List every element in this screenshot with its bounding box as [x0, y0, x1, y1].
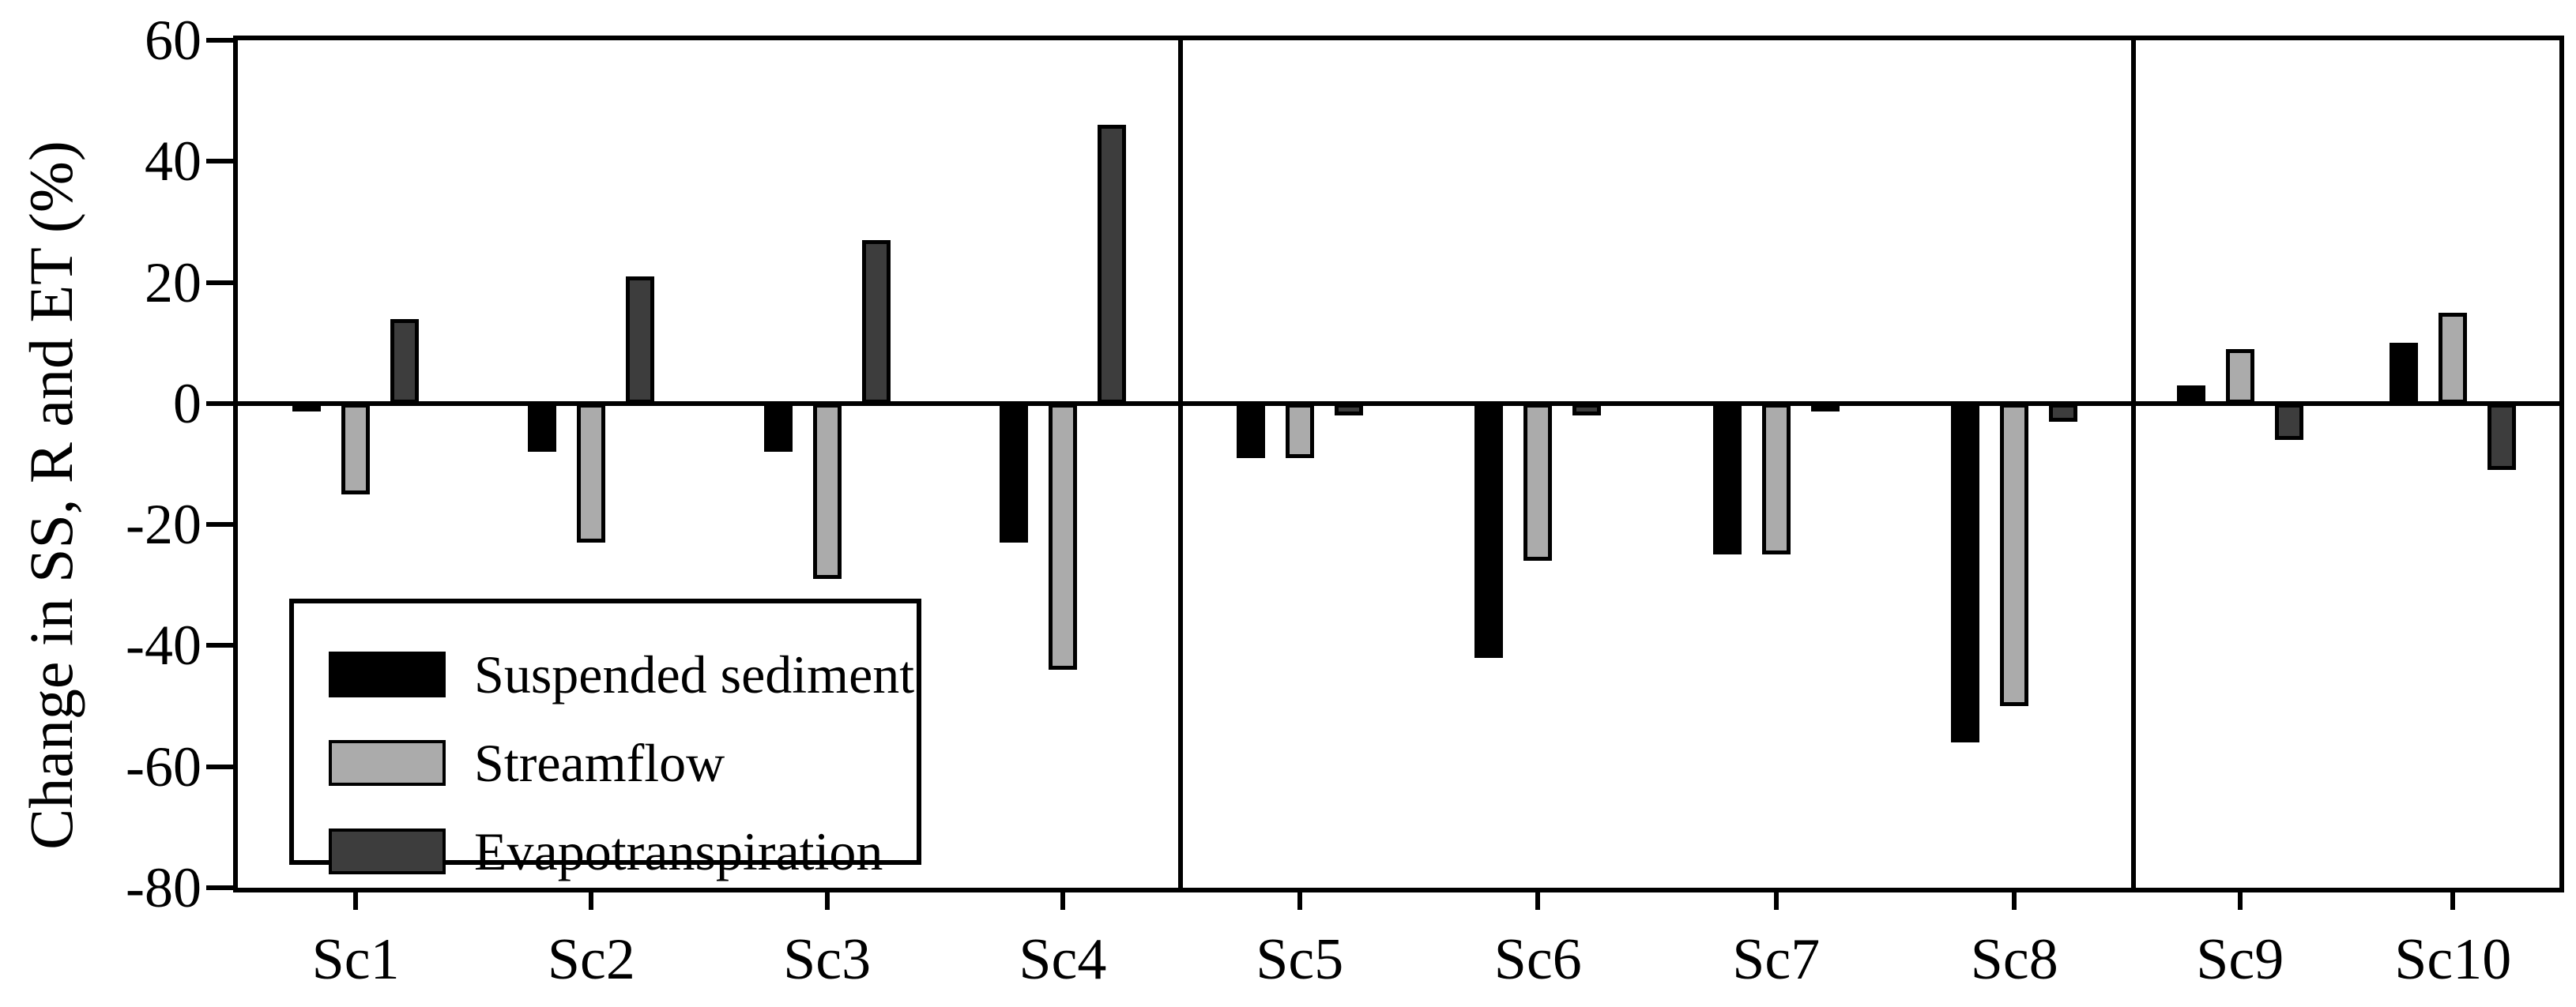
x-tick-sc2 — [589, 892, 594, 910]
y-tick--80 — [206, 885, 233, 890]
legend-swatch-evapotranspiration — [329, 829, 446, 874]
bar-sc7-evapotranspiration — [1810, 403, 1840, 411]
bar-sc7-streamflow — [1761, 403, 1791, 555]
bar-sc5-evapotranspiration — [1334, 403, 1363, 416]
legend-item-suspended-sediment: Suspended sediment — [329, 648, 917, 701]
x-tick-label-sc7: Sc7 — [1732, 927, 1821, 992]
bar-sc7-suspended-sediment — [1712, 403, 1742, 555]
bar-sc5-streamflow — [1285, 403, 1314, 458]
legend-label-evapotranspiration: Evapotranspiration — [474, 821, 883, 881]
x-tick-sc9 — [2237, 892, 2243, 910]
y-tick-label-20: 20 — [145, 250, 201, 314]
bar-sc1-evapotranspiration — [390, 318, 420, 404]
x-tick-label-sc4: Sc4 — [1019, 927, 1107, 992]
bar-sc3-streamflow — [812, 403, 842, 580]
y-tick-label--60: -60 — [126, 735, 201, 798]
bar-sc2-streamflow — [577, 403, 606, 543]
y-tick-40 — [206, 159, 233, 164]
zero-baseline — [238, 400, 2559, 406]
y-tick--20 — [206, 522, 233, 528]
bar-sc5-suspended-sediment — [1236, 403, 1265, 458]
bar-sc10-evapotranspiration — [2487, 403, 2517, 471]
legend-label-suspended-sediment: Suspended sediment — [474, 644, 915, 705]
bar-sc8-streamflow — [2000, 403, 2029, 707]
bar-sc1-suspended-sediment — [292, 403, 322, 411]
bar-sc6-suspended-sediment — [1474, 403, 1504, 658]
x-tick-sc1 — [353, 892, 359, 910]
y-tick--40 — [206, 643, 233, 648]
x-tick-label-sc3: Sc3 — [783, 927, 872, 992]
x-tick-sc3 — [824, 892, 830, 910]
bar-sc2-evapotranspiration — [626, 276, 655, 404]
y-tick-label-0: 0 — [173, 371, 201, 435]
legend-swatch-suspended-sediment — [329, 652, 446, 697]
bar-sc4-streamflow — [1048, 403, 1077, 671]
x-tick-label-sc1: Sc1 — [311, 927, 400, 992]
bar-sc6-evapotranspiration — [1572, 403, 1602, 416]
x-tick-sc6 — [1535, 892, 1541, 910]
panel-divider-1 — [1178, 40, 1183, 888]
bar-sc2-suspended-sediment — [528, 403, 557, 453]
bar-sc4-suspended-sediment — [999, 403, 1028, 543]
bar-sc9-streamflow — [2225, 348, 2254, 404]
y-tick-60 — [206, 38, 233, 43]
x-tick-label-sc2: Sc2 — [547, 927, 635, 992]
legend-item-streamflow: Streamflow — [329, 736, 917, 790]
plot-inner — [238, 40, 2559, 888]
x-tick-label-sc6: Sc6 — [1493, 927, 1582, 992]
y-tick-label--80: -80 — [126, 856, 201, 919]
legend-swatch-streamflow — [329, 740, 446, 786]
y-tick-0 — [206, 400, 233, 406]
x-tick-label-sc10: Sc10 — [2394, 927, 2512, 992]
bar-sc3-evapotranspiration — [861, 239, 891, 404]
y-tick-label--40: -40 — [126, 614, 201, 678]
bar-sc9-suspended-sediment — [2176, 385, 2205, 404]
x-tick-sc4 — [1060, 892, 1065, 910]
legend: Suspended sediment Streamflow Evapotranspi… — [289, 599, 921, 878]
y-tick--60 — [206, 764, 233, 769]
panel-divider-2 — [2131, 40, 2136, 888]
bar-sc6-streamflow — [1523, 403, 1553, 562]
y-tick-label-40: 40 — [145, 130, 201, 194]
x-tick-sc10 — [2450, 892, 2456, 910]
x-tick-label-sc5: Sc5 — [1256, 927, 1344, 992]
y-tick-label-60: 60 — [145, 9, 201, 72]
bar-sc9-evapotranspiration — [2274, 403, 2303, 440]
x-tick-label-sc9: Sc9 — [2196, 927, 2284, 992]
legend-item-evapotranspiration: Evapotranspiration — [329, 825, 917, 878]
bar-sc3-suspended-sediment — [763, 403, 793, 453]
x-tick-sc5 — [1297, 892, 1302, 910]
y-tick-20 — [206, 280, 233, 285]
x-tick-sc8 — [2012, 892, 2017, 910]
bar-sc8-suspended-sediment — [1951, 403, 1980, 743]
bar-sc1-streamflow — [341, 403, 371, 494]
x-tick-sc7 — [1773, 892, 1779, 910]
bar-sc8-evapotranspiration — [2049, 403, 2078, 422]
y-tick-label--20: -20 — [126, 493, 201, 557]
bar-sc4-evapotranspiration — [1097, 125, 1126, 404]
bar-sc10-streamflow — [2439, 312, 2468, 404]
x-tick-label-sc8: Sc8 — [1970, 927, 2058, 992]
legend-label-streamflow: Streamflow — [474, 733, 725, 793]
bar-sc10-suspended-sediment — [2390, 343, 2419, 404]
